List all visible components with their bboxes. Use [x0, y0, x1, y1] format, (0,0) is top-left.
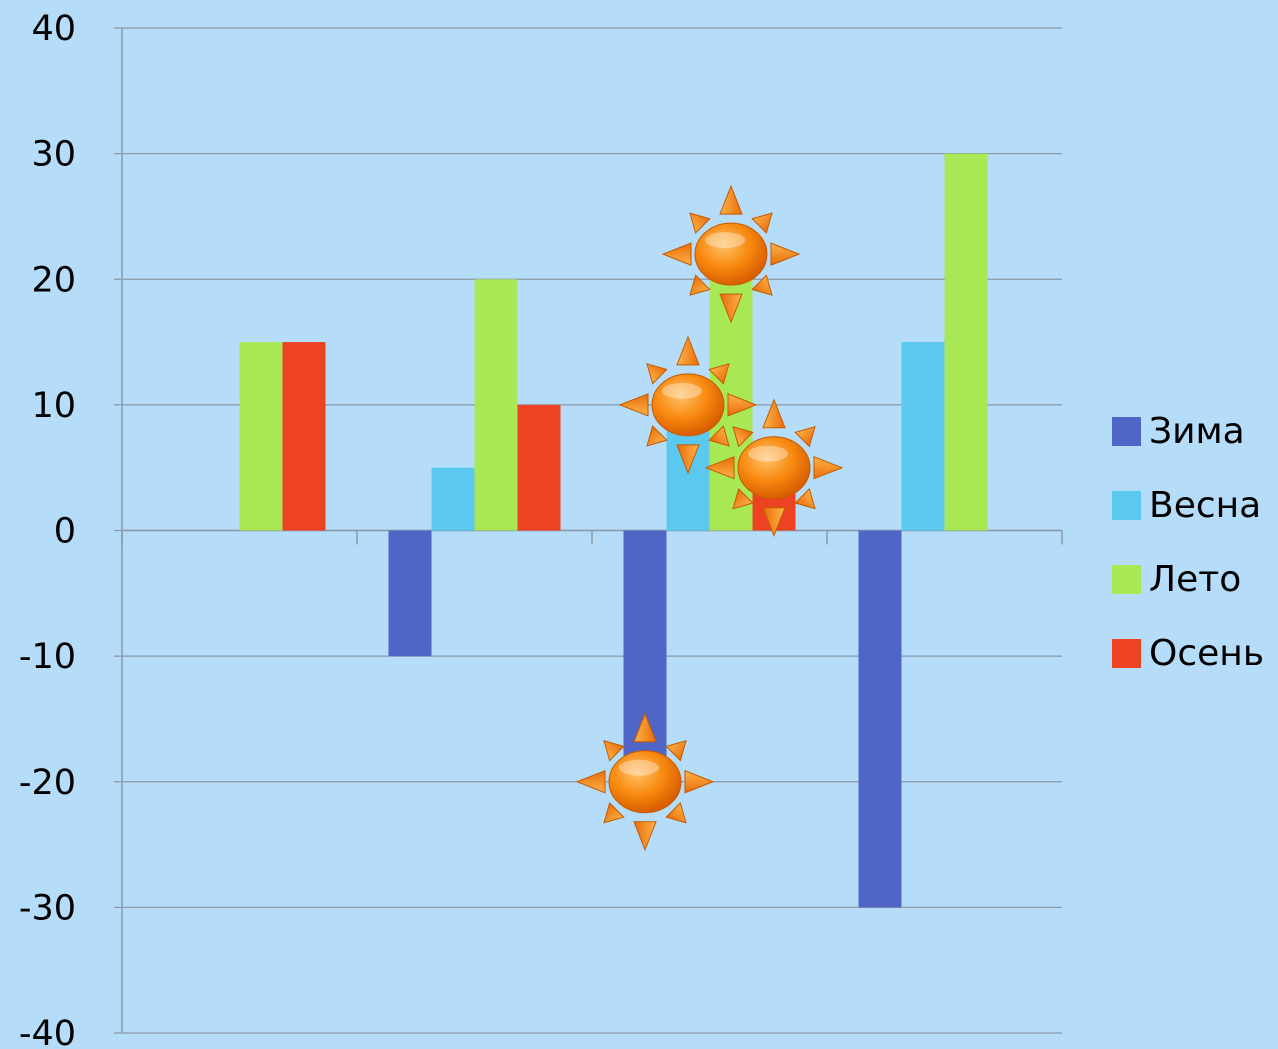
- bars: [239, 153, 988, 908]
- sun-ray: [708, 425, 730, 447]
- sun-ray: [633, 712, 657, 743]
- bar-Лето-1: [474, 279, 518, 531]
- bar-Зима-2: [623, 530, 667, 782]
- sun-ray: [676, 335, 700, 366]
- sun-ray: [689, 274, 711, 296]
- sun-ray: [665, 740, 687, 762]
- sun-ray: [794, 487, 816, 510]
- bar-Осень-0: [282, 342, 326, 531]
- bar-Весна-3: [901, 342, 945, 531]
- sun-ray: [646, 425, 668, 447]
- sun-icon: [661, 184, 801, 324]
- legend-swatch: [1112, 638, 1141, 668]
- sun-icon: [618, 335, 758, 475]
- y-tick-label: 0: [54, 512, 76, 552]
- sun-ray: [770, 242, 801, 266]
- sun-highlight: [662, 382, 702, 399]
- y-tick-label: 30: [31, 135, 76, 175]
- bar-Лето-0: [239, 342, 283, 531]
- sun-body: [737, 436, 811, 500]
- sun-icon: [704, 398, 844, 538]
- legend-item: Осень: [1112, 616, 1264, 690]
- y-tick-label: -40: [19, 1014, 76, 1049]
- bar-Весна-1: [431, 467, 475, 531]
- legend-label: Осень: [1149, 632, 1265, 674]
- legend-label: Лето: [1149, 558, 1242, 600]
- sun-ray: [684, 770, 715, 794]
- sun-ray: [719, 293, 743, 324]
- sun-ray: [762, 398, 786, 429]
- sun-ray: [732, 425, 754, 448]
- sun-ray: [575, 770, 606, 794]
- sun-ray: [719, 184, 743, 215]
- legend: Зима Весна Лето Осень: [1112, 394, 1264, 690]
- legend-swatch: [1112, 490, 1141, 520]
- sun-ray: [661, 242, 692, 266]
- sun-ray: [618, 393, 649, 417]
- sun-ray: [708, 363, 730, 385]
- legend-label: Зима: [1149, 410, 1245, 452]
- sun-highlight: [705, 232, 745, 249]
- bar-Осень-1: [517, 404, 561, 531]
- bar-Зима-3: [858, 530, 902, 908]
- sun-icon: [575, 712, 715, 852]
- sun-highlight: [748, 445, 788, 462]
- sun-ray: [727, 393, 758, 417]
- sun-body: [651, 373, 725, 437]
- sun-ray: [665, 802, 687, 824]
- sun-ray: [751, 212, 773, 234]
- sun-ray: [813, 455, 844, 480]
- sun-ray: [704, 455, 735, 480]
- legend-item: Весна: [1112, 468, 1264, 542]
- legend-item: Зима: [1112, 394, 1264, 468]
- bar-Зима-1: [388, 530, 432, 657]
- sun-body: [694, 222, 768, 286]
- sun-ray: [676, 444, 700, 475]
- bar-Лето-3: [944, 153, 988, 531]
- y-tick-labels: 40 30 20 10 0 -10 -20 -30 -40: [19, 9, 76, 1049]
- sun-body: [608, 750, 682, 814]
- y-tick-label: 10: [31, 386, 76, 426]
- y-tick-label: -10: [19, 637, 76, 677]
- legend-swatch: [1112, 564, 1141, 594]
- y-tick-label: 20: [31, 260, 76, 300]
- legend-swatch: [1112, 416, 1141, 446]
- sun-ray: [646, 363, 668, 385]
- legend-label: Весна: [1149, 484, 1262, 526]
- y-tick-label: 40: [31, 9, 76, 49]
- sun-decorations: [575, 184, 844, 852]
- sun-ray: [762, 507, 786, 538]
- sun-ray: [603, 740, 625, 762]
- legend-item: Лето: [1112, 542, 1264, 616]
- y-tick-label: -20: [19, 763, 76, 803]
- sun-highlight: [619, 759, 659, 776]
- sun-ray: [689, 212, 711, 234]
- sun-ray: [751, 274, 773, 296]
- sun-ray: [633, 821, 657, 852]
- sun-ray: [603, 802, 625, 824]
- sun-ray: [732, 487, 754, 510]
- sun-ray: [794, 425, 816, 448]
- y-tick-label: -30: [19, 888, 76, 928]
